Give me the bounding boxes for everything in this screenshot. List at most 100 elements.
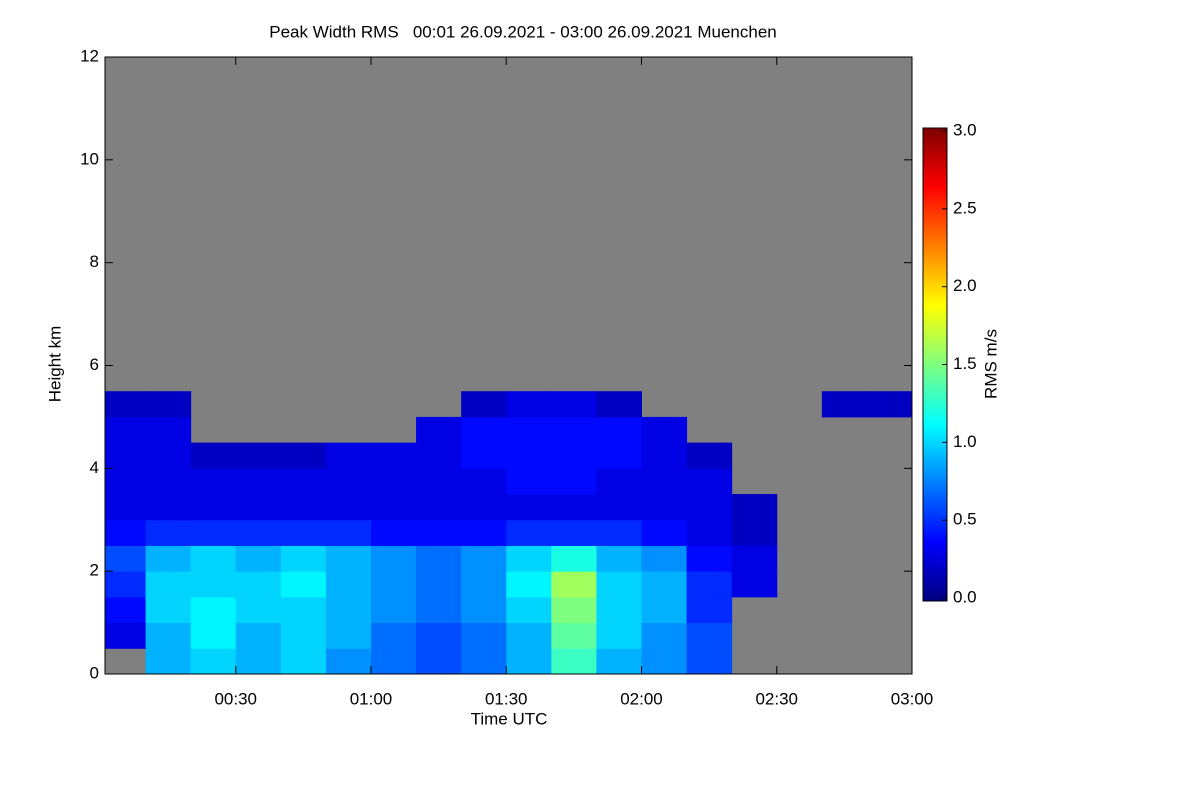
y-tick-label: 4 [90,458,99,477]
heatmap-cell [370,596,417,624]
heatmap-cell [461,519,507,546]
x-axis-label: Time UTC [471,709,548,728]
y-tick-label: 0 [90,663,99,682]
heatmap-cell [506,571,552,598]
heatmap-cell [145,391,192,418]
heatmap-cell [506,391,552,418]
heatmap-cell [596,571,642,598]
heatmap-cell [235,622,282,649]
heatmap-cell [235,494,282,521]
heatmap-cell [686,519,733,546]
heatmap-cell [461,416,507,444]
colorbar-label: RMS m/s [981,329,1000,399]
heatmap-cell [190,648,237,675]
heatmap-cell [821,391,868,418]
heatmap-cell [506,416,552,444]
heatmap-cell [416,494,462,521]
heatmap-cell [551,648,597,675]
heatmap-cell [731,571,778,598]
y-tick-label: 12 [80,46,99,65]
heatmap-cell [105,416,147,444]
heatmap-cell [370,622,417,649]
heatmap-cell [551,416,597,444]
heatmap-cell [235,648,282,675]
heatmap-cell [506,622,552,649]
heatmap-cell [416,442,462,469]
heatmap-cell [461,648,507,675]
heatmap-cell [551,391,597,418]
heatmap-cell [416,648,462,675]
heatmap-cell [641,596,688,624]
heatmap-cell [596,494,642,521]
heatmap-cell [235,571,282,598]
heatmap-cell [370,648,417,675]
heatmap-cell [416,545,462,572]
heatmap-cell [461,596,507,624]
heatmap-cell [731,519,778,546]
heatmap-cell [506,596,552,624]
heatmap-cell [145,494,192,521]
heatmap-cell [145,442,192,469]
heatmap-cell [325,648,372,675]
heatmap-cell [641,442,688,469]
heatmap-cell [506,648,552,675]
heatmap-cell [641,571,688,598]
heatmap-cell [280,519,327,546]
heatmap-cell [145,571,192,598]
heatmap-cell [190,442,237,469]
heatmap-cell [280,494,327,521]
heatmap-cell [370,442,417,469]
heatmap-cell [461,442,507,469]
chart-title: Peak Width RMS 00:01 26.09.2021 - 03:00 … [269,22,777,41]
heatmap-cell [686,545,733,572]
heatmap-cell [686,494,733,521]
heatmap-cell [596,545,642,572]
heatmap-cell [145,596,192,624]
heatmap-cell [416,622,462,649]
heatmap-cell [506,519,552,546]
heatmap-cell [190,545,237,572]
y-tick-label: 2 [90,561,99,580]
heatmap-cell [551,545,597,572]
heatmap-cell [596,416,642,444]
heatmap-cell [370,468,417,495]
heatmap-cell [596,442,642,469]
x-tick-label: 01:30 [485,689,528,708]
heatmap-cell [235,442,282,469]
heatmap-cell [280,596,327,624]
heatmap-cell [190,519,237,546]
heatmap-cell [506,468,552,495]
heatmap-cell [551,519,597,546]
heatmap-cell [370,571,417,598]
heatmap-cell [190,571,237,598]
heatmap-cell [280,622,327,649]
heatmap-cell [461,545,507,572]
colorbar-tick-label: 1.0 [953,432,977,451]
heatmap-cell [190,596,237,624]
x-tick-label: 02:30 [755,689,798,708]
heatmap-cell [145,519,192,546]
heatmap-cell [731,494,778,521]
heatmap-cell [731,545,778,572]
heatmap-cell [596,622,642,649]
heatmap-cell [105,519,147,546]
x-tick-label: 01:00 [350,689,393,708]
heatmap-cell [280,442,327,469]
heatmap-cell [596,596,642,624]
heatmap-cell [461,494,507,521]
heatmap-cell [235,545,282,572]
heatmap-cell [551,596,597,624]
colorbar-tick-label: 0.5 [953,510,977,529]
colorbar-tick-label: 1.5 [953,354,977,373]
heatmap-cell [105,622,147,649]
heatmap-cell [105,494,147,521]
colorbar-tick-label: 0.0 [953,587,977,606]
heatmap-cell [325,468,372,495]
heatmap-cell [325,622,372,649]
heatmap-cell [325,596,372,624]
heatmap-cell [325,494,372,521]
heatmap-cell [370,519,417,546]
heatmap-cell [461,571,507,598]
heatmap-cell [105,545,147,572]
